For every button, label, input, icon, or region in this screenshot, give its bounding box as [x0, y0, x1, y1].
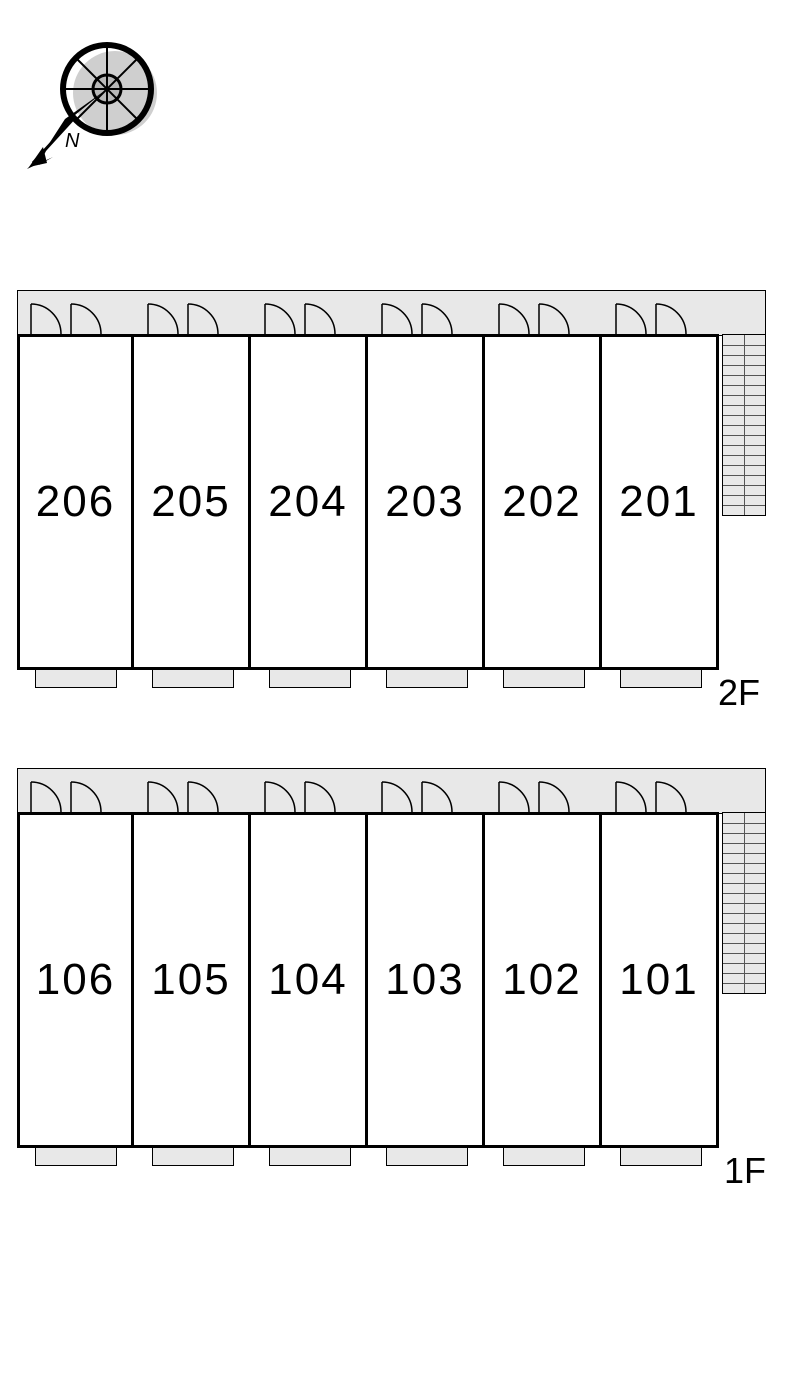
unit-label: 206 [36, 477, 115, 527]
floor-2f: 206 205 204 203 202 201 [17, 290, 782, 720]
balcony [620, 670, 702, 688]
unit-206: 206 [17, 334, 134, 670]
balcony [269, 1148, 351, 1166]
unit-105: 105 [134, 812, 251, 1148]
unit-label: 101 [619, 955, 698, 1005]
units-row-2f: 206 205 204 203 202 201 [17, 334, 719, 670]
balcony-row-1f [35, 1148, 702, 1166]
balcony [386, 1148, 468, 1166]
unit-104: 104 [251, 812, 368, 1148]
unit-101: 101 [602, 812, 719, 1148]
unit-label: 202 [502, 477, 581, 527]
unit-label: 105 [151, 955, 230, 1005]
unit-204: 204 [251, 334, 368, 670]
unit-201: 201 [602, 334, 719, 670]
compass-icon: N [25, 35, 180, 190]
unit-103: 103 [368, 812, 485, 1148]
balcony [269, 670, 351, 688]
floor-label-1f: 1F [724, 1150, 766, 1192]
unit-label: 205 [151, 477, 230, 527]
stairwell-2f [722, 334, 766, 516]
floor-1f: 106 105 104 103 102 101 [17, 768, 782, 1198]
balcony [503, 1148, 585, 1166]
balcony [386, 670, 468, 688]
balcony-row-2f [35, 670, 702, 688]
units-row-1f: 106 105 104 103 102 101 [17, 812, 719, 1148]
unit-label: 104 [268, 955, 347, 1005]
stairwell-1f [722, 812, 766, 994]
unit-label: 203 [385, 477, 464, 527]
compass-n-label: N [65, 130, 80, 152]
floor-label-2f: 2F [718, 672, 760, 714]
balcony [35, 670, 117, 688]
unit-202: 202 [485, 334, 602, 670]
door-swings-1f [17, 774, 719, 812]
door-swings-2f [17, 296, 719, 334]
unit-label: 102 [502, 955, 581, 1005]
balcony [152, 1148, 234, 1166]
unit-205: 205 [134, 334, 251, 670]
unit-102: 102 [485, 812, 602, 1148]
balcony [35, 1148, 117, 1166]
unit-label: 201 [619, 477, 698, 527]
unit-label: 106 [36, 955, 115, 1005]
unit-203: 203 [368, 334, 485, 670]
unit-106: 106 [17, 812, 134, 1148]
balcony [620, 1148, 702, 1166]
unit-label: 103 [385, 955, 464, 1005]
unit-label: 204 [268, 477, 347, 527]
balcony [152, 670, 234, 688]
balcony [503, 670, 585, 688]
